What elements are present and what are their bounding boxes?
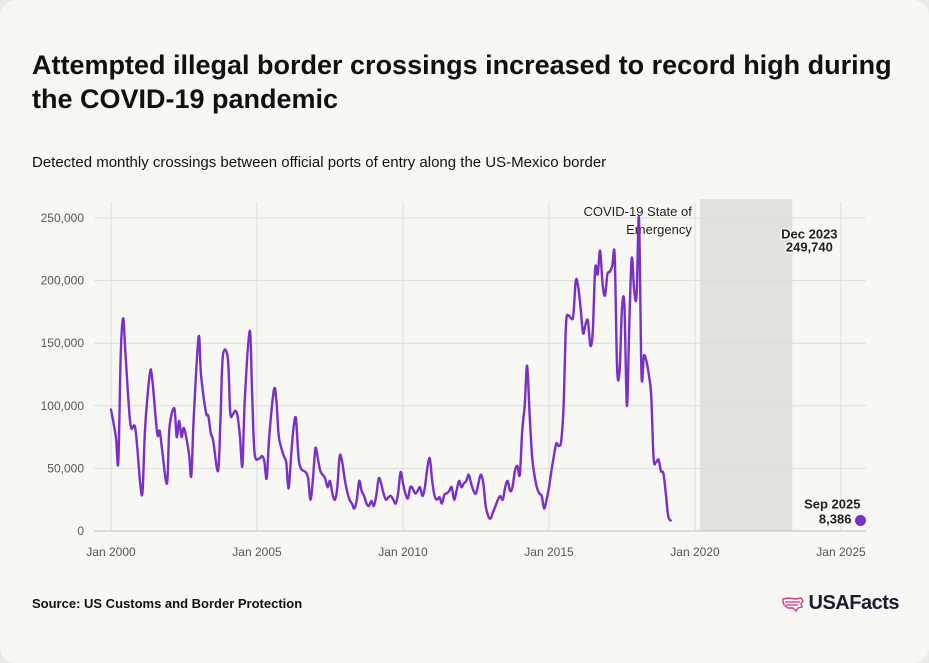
brand-logo: USAFacts bbox=[781, 592, 900, 615]
covid-shade-rect bbox=[699, 199, 793, 531]
latest-value-label: 8,386 bbox=[819, 512, 852, 527]
latest-date-label: Sep 2025 bbox=[804, 497, 860, 512]
y-tick-label: 50,000 bbox=[47, 461, 84, 475]
covid-label-line-2: Emergency bbox=[626, 222, 692, 237]
source-note: Source: US Customs and Border Protection bbox=[32, 596, 303, 611]
x-tick-label: Jan 2025 bbox=[816, 545, 866, 559]
x-tick-label: Jan 2005 bbox=[232, 545, 282, 559]
peak-date-label: Dec 2023 bbox=[781, 226, 837, 241]
brand-name: USAFacts bbox=[808, 592, 900, 614]
y-tick-label: 100,000 bbox=[41, 399, 85, 413]
y-tick-label: 200,000 bbox=[41, 274, 85, 288]
x-tick-label: Jan 2000 bbox=[86, 545, 136, 559]
line-chart: COVID-19 State of Emergency 0 50,000 100… bbox=[41, 199, 866, 559]
y-gridlines bbox=[94, 217, 866, 532]
x-tick-label: Jan 2020 bbox=[670, 545, 720, 559]
peak-value-label: 249,740 bbox=[786, 239, 833, 254]
series-line bbox=[109, 215, 672, 522]
chart-subtitle: Detected monthly crossings between offic… bbox=[32, 154, 607, 171]
chart-title: Attempted illegal border crossings incre… bbox=[32, 50, 892, 114]
latest-value-dot bbox=[854, 515, 866, 527]
x-tick-label: Jan 2010 bbox=[378, 545, 428, 559]
y-tick-label: 0 bbox=[77, 524, 84, 538]
us-map-icon bbox=[781, 596, 804, 612]
x-tick-label: Jan 2015 bbox=[524, 545, 574, 559]
y-axis-labels: 0 50,000 100,000 150,000 200,000 250,000 bbox=[41, 211, 85, 538]
y-tick-label: 150,000 bbox=[41, 336, 85, 350]
covid-shaded-region: COVID-19 State of Emergency bbox=[583, 199, 793, 531]
covid-label-line-1: COVID-19 State of bbox=[583, 204, 692, 219]
x-axis-labels: Jan 2000 Jan 2005 Jan 2010 Jan 2015 Jan … bbox=[86, 545, 866, 559]
latest-annotation: Sep 2025 8,386 bbox=[804, 497, 866, 527]
peak-annotation: Dec 2023 249,740 bbox=[780, 225, 839, 256]
y-tick-label: 250,000 bbox=[41, 211, 85, 225]
